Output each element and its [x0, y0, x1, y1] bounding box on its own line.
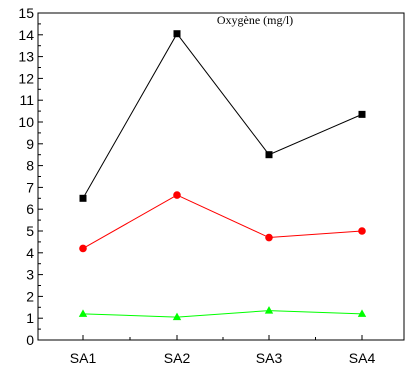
- y-tick-label: 5: [26, 223, 34, 239]
- series-line: [82, 310, 363, 318]
- plot-frame: [37, 12, 405, 341]
- data-point-circle: [79, 244, 87, 253]
- series-line: [82, 194, 363, 249]
- y-tick-label: 14: [18, 27, 34, 43]
- y-tick-label: 8: [26, 158, 34, 174]
- y-tick-label: 6: [26, 201, 34, 217]
- y-tick-label: 9: [26, 136, 34, 152]
- y-tick-label: 2: [26, 288, 34, 304]
- x-tick-label: SA4: [349, 350, 376, 366]
- data-point-triangle: [357, 309, 367, 317]
- y-tick-label: 13: [18, 49, 34, 65]
- chart-title: Oxygène (mg/l): [217, 13, 293, 27]
- y-tick-label: 12: [18, 70, 34, 86]
- y-tick-label: 1: [26, 310, 34, 326]
- data-point-square: [173, 30, 181, 38]
- y-tick-label: 3: [26, 267, 34, 283]
- data-point-circle: [173, 191, 181, 199]
- y-tick-label: 11: [19, 92, 34, 108]
- y-tick-label: 7: [26, 179, 34, 195]
- y-tick-label: 0: [26, 332, 34, 348]
- series-layer: [78, 30, 367, 321]
- y-tick-label: 10: [18, 114, 34, 130]
- data-point-square: [79, 194, 87, 202]
- x-tick-label: SA1: [70, 350, 97, 366]
- x-tick-label: SA3: [256, 350, 283, 366]
- data-point-circle: [265, 233, 273, 242]
- y-tick-label: 4: [26, 245, 34, 261]
- data-point-triangle: [264, 306, 274, 314]
- data-point-square: [265, 151, 273, 159]
- series-line: [82, 32, 363, 199]
- y-tick-label: 15: [18, 5, 34, 21]
- data-point-circle: [358, 227, 366, 235]
- data-point-square: [358, 110, 366, 118]
- data-point-triangle: [172, 312, 182, 321]
- data-point-triangle: [78, 309, 88, 317]
- x-tick-label: SA2: [164, 350, 191, 366]
